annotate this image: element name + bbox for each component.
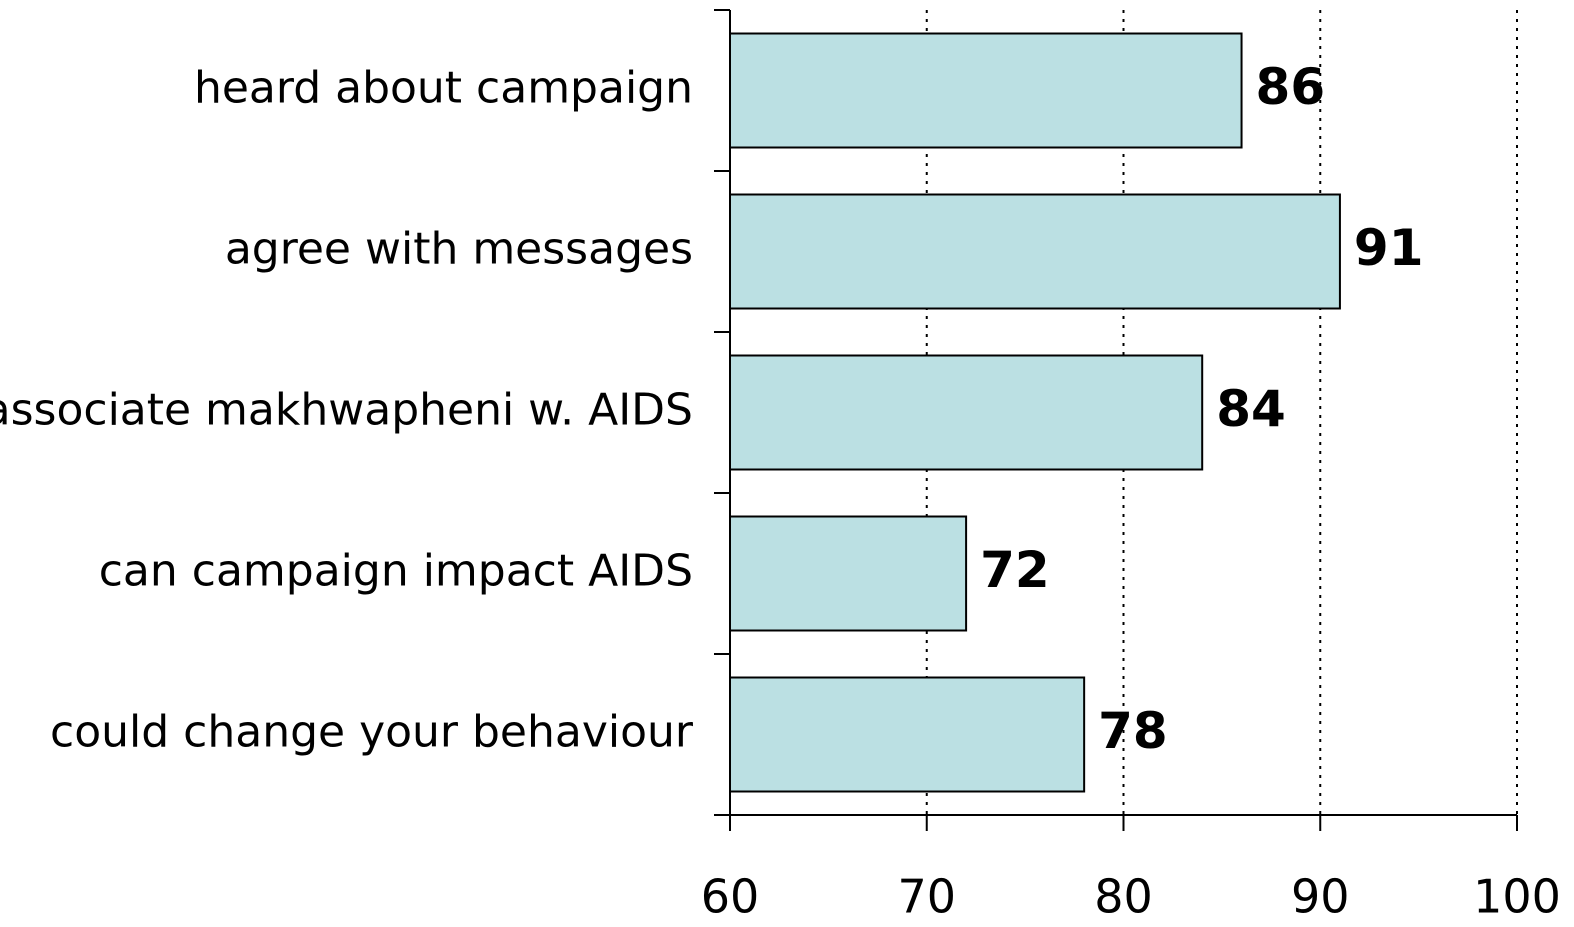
value-label: 91	[1354, 219, 1424, 277]
y-tick-label: agree with messages	[225, 224, 693, 275]
value-label: 72	[980, 541, 1050, 599]
y-tick-label: could change your behaviour	[50, 707, 694, 758]
value-label: 78	[1098, 702, 1168, 760]
bar	[729, 354, 1204, 471]
bar	[729, 193, 1341, 310]
value-label: 84	[1216, 380, 1286, 438]
y-tick-label: heard about campaign	[194, 63, 693, 114]
value-label: 86	[1256, 58, 1326, 116]
x-tick-label: 60	[701, 870, 760, 924]
bar	[729, 515, 968, 632]
x-tick-label: 70	[897, 870, 956, 924]
x-tick-label: 80	[1094, 870, 1153, 924]
x-tick-label: 90	[1291, 870, 1350, 924]
y-tick-label: can campaign impact AIDS	[99, 546, 693, 597]
bar	[729, 676, 1086, 793]
x-tick-label: 100	[1473, 870, 1561, 924]
y-tick-label: associate makhwapheni w. AIDS	[0, 385, 693, 436]
bar	[729, 32, 1243, 149]
